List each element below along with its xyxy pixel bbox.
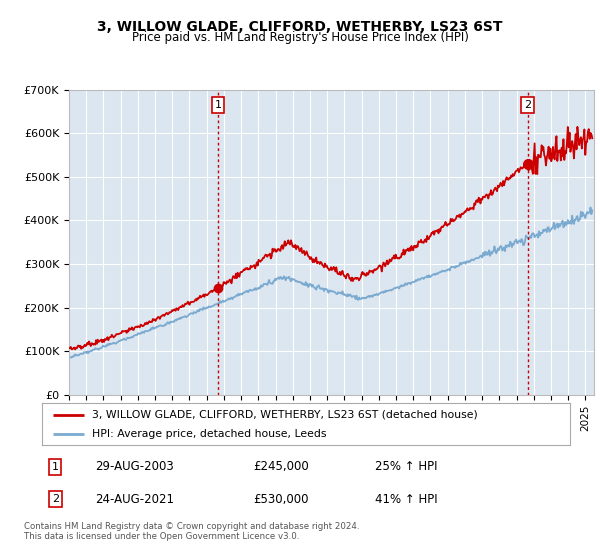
Text: 29-AUG-2003: 29-AUG-2003 xyxy=(95,460,173,473)
Text: £245,000: £245,000 xyxy=(253,460,309,473)
Text: 3, WILLOW GLADE, CLIFFORD, WETHERBY, LS23 6ST: 3, WILLOW GLADE, CLIFFORD, WETHERBY, LS2… xyxy=(97,20,503,34)
Text: 1: 1 xyxy=(52,462,59,472)
Text: Contains HM Land Registry data © Crown copyright and database right 2024.
This d: Contains HM Land Registry data © Crown c… xyxy=(24,522,359,542)
Text: HPI: Average price, detached house, Leeds: HPI: Average price, detached house, Leed… xyxy=(92,429,326,439)
Text: 2: 2 xyxy=(52,494,59,504)
Text: Price paid vs. HM Land Registry's House Price Index (HPI): Price paid vs. HM Land Registry's House … xyxy=(131,31,469,44)
Text: 24-AUG-2021: 24-AUG-2021 xyxy=(95,493,174,506)
Text: 25% ↑ HPI: 25% ↑ HPI xyxy=(374,460,437,473)
Text: 3, WILLOW GLADE, CLIFFORD, WETHERBY, LS23 6ST (detached house): 3, WILLOW GLADE, CLIFFORD, WETHERBY, LS2… xyxy=(92,410,478,420)
Text: £530,000: £530,000 xyxy=(253,493,309,506)
Text: 2: 2 xyxy=(524,100,531,110)
Text: 41% ↑ HPI: 41% ↑ HPI xyxy=(374,493,437,506)
Text: 1: 1 xyxy=(215,100,221,110)
